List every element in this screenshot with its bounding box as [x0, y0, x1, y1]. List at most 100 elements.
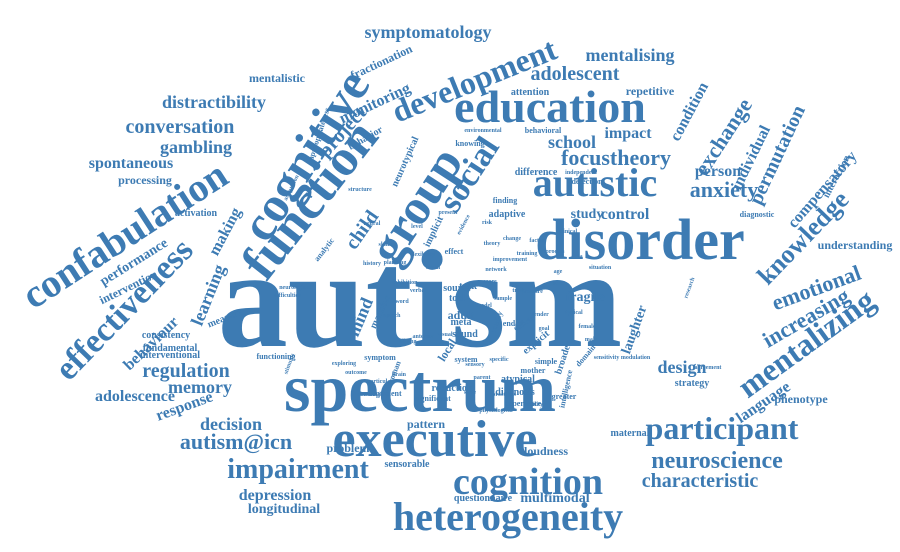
cloud-word: ability: [526, 402, 544, 408]
cloud-word: autism: [217, 222, 623, 377]
cloud-word: skills: [378, 242, 392, 248]
cloud-word: situation: [588, 265, 612, 271]
cloud-word: atypical: [501, 374, 535, 385]
cloud-word: diagnosis: [495, 387, 535, 398]
cloud-word: improvement: [492, 257, 528, 263]
cloud-word: sound: [452, 329, 478, 340]
cloud-word: anterior: [412, 334, 434, 340]
cloud-word: source: [443, 283, 471, 294]
cloud-word: problem: [326, 441, 370, 455]
cloud-word: structure: [348, 187, 372, 193]
cloud-word: risk: [481, 220, 492, 226]
cloud-word: system: [454, 355, 478, 364]
cloud-word: knowing: [455, 139, 485, 148]
cloud-word: adolescence: [95, 388, 175, 405]
cloud-word: interventional: [140, 350, 200, 361]
cloud-word: word: [395, 299, 409, 305]
cloud-word: task: [459, 281, 477, 292]
cloud-word: goal: [538, 326, 550, 332]
cloud-word: data: [571, 254, 583, 260]
cloud-word: symptom: [364, 353, 396, 362]
cloud-word: neurological: [279, 285, 311, 291]
cloud-word: conversation: [125, 116, 235, 138]
cloud-word: difference: [514, 167, 558, 178]
cloud-word: planning: [383, 260, 407, 266]
cloud-word: processing: [118, 173, 172, 187]
cloud-word: trait: [512, 288, 524, 294]
cloud-word: speech: [383, 313, 401, 319]
cloud-word: physiological: [479, 408, 513, 414]
cloud-word: typical: [565, 310, 583, 316]
cloud-word: heterogeneity: [392, 494, 624, 539]
cloud-word: study: [570, 207, 604, 222]
cloud-word: pressure: [521, 289, 543, 295]
cloud-word: abnormality: [357, 392, 389, 398]
cloud-word: distractibility: [162, 92, 266, 112]
cloud-word: outcome: [345, 370, 367, 376]
cloud-word: finding: [492, 196, 518, 205]
cloud-word: condition: [667, 79, 713, 145]
cloud-word: maternal: [610, 428, 650, 439]
cloud-word: environmental: [464, 128, 502, 134]
cloud-word: inhibition: [392, 280, 418, 286]
cloud-word: strategy: [674, 378, 710, 389]
cloud-word: change: [503, 236, 521, 242]
cloud-word: role: [553, 281, 563, 287]
cloud-word: design: [657, 357, 707, 377]
cloud-word: mentalising: [585, 45, 675, 65]
cloud-word: neuroscience: [651, 448, 783, 474]
cloud-word: particular: [367, 379, 393, 385]
cloud-word: difficulties: [273, 293, 301, 299]
cloud-word: sample: [494, 296, 512, 302]
cloud-word: cognition: [453, 461, 603, 503]
cloud-word: significant: [415, 394, 451, 403]
cloud-word: theory: [483, 241, 501, 247]
cloud-word: repetitive: [625, 84, 675, 98]
cloud-word: education: [454, 81, 646, 132]
cloud-word: neural: [363, 221, 381, 227]
cloud-word: depression: [238, 487, 312, 504]
cloud-word: research: [683, 276, 697, 300]
cloud-word: control: [600, 206, 650, 223]
cloud-word: experience: [504, 399, 542, 408]
cloud-word: parent: [473, 375, 491, 381]
cloud-word: sibling: [399, 339, 417, 345]
cloud-word: autistic: [532, 160, 658, 205]
cloud-word: female: [578, 324, 596, 330]
cloud-word: verbal: [409, 288, 427, 294]
cloud-word: mentalistic: [249, 71, 305, 85]
cloud-word: characteristic: [641, 470, 759, 492]
cloud-word: longitudinal: [247, 502, 321, 517]
cloud-word: exploring: [331, 361, 357, 367]
cloud-word: focustheory: [561, 145, 671, 170]
cloud-word: meta: [450, 317, 472, 328]
cloud-word: loudness: [523, 444, 569, 458]
cloud-word: symptomatology: [364, 22, 492, 42]
cloud-word: decision: [199, 414, 262, 434]
cloud-word: specific: [489, 357, 509, 363]
cloud-word: argument: [368, 389, 402, 398]
cloud-word: person: [694, 163, 742, 180]
cloud-word: brain: [391, 372, 406, 378]
cloud-word: visual: [437, 332, 453, 338]
cloud-word: ended: [502, 319, 524, 328]
cloud-word: multimodal: [520, 491, 590, 506]
cloud-word: tool: [448, 293, 466, 304]
cloud-word: processes: [492, 392, 516, 398]
cloud-word: understanding: [817, 238, 893, 252]
cloud-word: disorder: [535, 207, 745, 272]
cloud-word: school: [547, 132, 596, 152]
cloud-word: level: [411, 224, 423, 230]
cloud-word: present: [438, 210, 458, 216]
cloud-word: process: [545, 249, 565, 255]
cloud-word: autism@icn: [179, 429, 293, 454]
cloud-word: participant: [645, 410, 799, 446]
cloud-word: score: [483, 279, 497, 285]
cloud-word: sensory: [465, 362, 485, 368]
cloud-word: impact: [604, 125, 652, 142]
cloud-word: factor: [529, 238, 545, 244]
cloud-word: clinical: [558, 229, 578, 235]
cloud-word: impairment: [227, 454, 369, 485]
cloud-word: laughter: [618, 303, 651, 357]
